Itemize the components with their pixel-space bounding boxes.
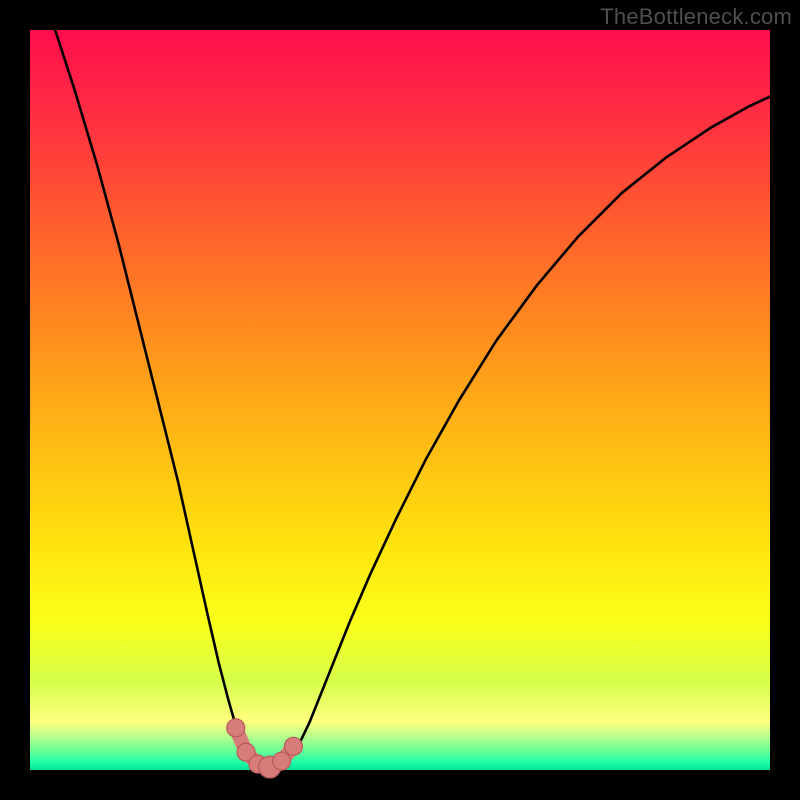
bottom-marker [273, 752, 291, 770]
chart-container: TheBottleneck.com [0, 0, 800, 800]
plot-area-gradient [30, 30, 770, 770]
bottom-marker [284, 737, 302, 755]
bottleneck-curve-chart [0, 0, 800, 800]
bottom-marker [227, 719, 245, 737]
watermark-text: TheBottleneck.com [600, 4, 792, 30]
